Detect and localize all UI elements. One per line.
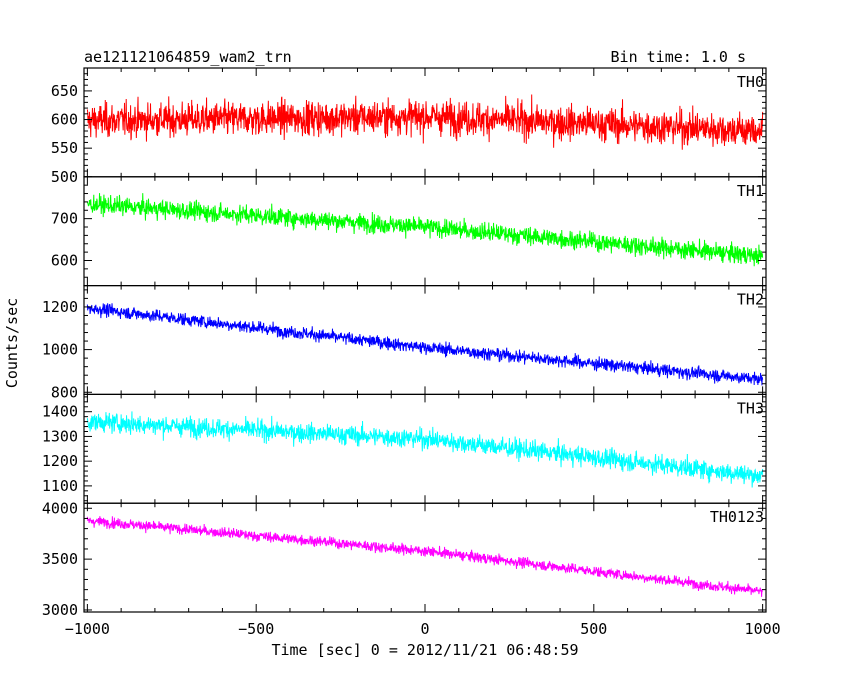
panels: 500 550 600 650 TH0 600 700 TH1 800 1000 1200 TH2 11… <box>42 67 767 619</box>
y-tick-label: 800 <box>51 383 78 401</box>
y-tick-label: 600 <box>51 111 78 129</box>
y-tick-label: 1400 <box>42 403 78 421</box>
panel-frame <box>83 393 767 504</box>
panel-th1: 600 700 TH1 <box>51 176 767 287</box>
chart-title: ae121121064859_wam2_trn <box>84 48 292 66</box>
y-tick-label: 1100 <box>42 477 78 495</box>
y-tick-label: 1200 <box>42 452 78 470</box>
x-tick-label: 0 <box>420 620 429 638</box>
panel-th0: 500 550 600 650 TH0 <box>51 67 767 186</box>
y-axis-label: Counts/sec <box>3 298 21 388</box>
panel-th3: 1100 1200 1300 1400 TH3 <box>42 393 767 504</box>
panel-frame <box>83 285 767 396</box>
panel-th2: 800 1000 1200 TH2 <box>42 285 767 401</box>
panel-label: TH2 <box>737 291 764 309</box>
y-tick-label: 3000 <box>42 601 78 619</box>
series-th2 <box>86 303 764 386</box>
y-tick-label: 1000 <box>42 341 78 359</box>
x-tick-label: −1000 <box>65 620 110 638</box>
panel-label: TH3 <box>737 399 764 417</box>
y-tick-label: 700 <box>51 210 78 228</box>
panel-frame <box>83 502 767 613</box>
y-tick-label: 650 <box>51 82 78 100</box>
y-tick-label: 3500 <box>42 550 78 568</box>
series-th3 <box>86 411 764 488</box>
y-tick-label: 550 <box>51 139 78 157</box>
x-tick-label: 500 <box>580 620 607 638</box>
y-tick-label: 500 <box>51 168 78 186</box>
x-tick-label: −500 <box>238 620 274 638</box>
x-axis-label: Time [sec] 0 = 2012/11/21 06:48:59 <box>271 641 578 659</box>
y-tick-label: 600 <box>51 251 78 269</box>
series-th0123 <box>86 516 763 597</box>
y-tick-label: 4000 <box>42 499 78 517</box>
y-tick-label: 1200 <box>42 298 78 316</box>
panel-th0123: 3000 3500 4000 TH0123 <box>42 499 767 619</box>
series-th1 <box>86 193 764 267</box>
panel-label: TH0123 <box>710 508 764 526</box>
panel-label: TH0 <box>737 73 764 91</box>
panel-label: TH1 <box>737 182 764 200</box>
chart-subtitle: Bin time: 1.0 s <box>611 48 746 66</box>
y-tick-label: 1300 <box>42 427 78 445</box>
x-tick-label: 1000 <box>745 620 781 638</box>
series-th0 <box>86 94 764 150</box>
x-axis: −1000 −500 0 500 1000 <box>65 620 781 638</box>
